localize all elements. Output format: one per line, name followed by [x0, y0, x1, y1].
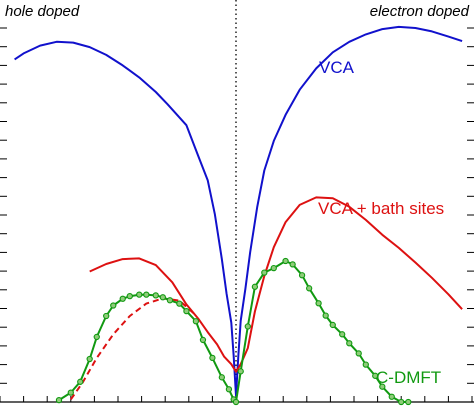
data-point-c-dmft-20 — [225, 386, 233, 393]
data-point-c-dmft-14 — [176, 300, 183, 307]
data-point-c-dmft-28 — [282, 257, 289, 265]
series-line-dashed-extension — [69, 297, 197, 400]
data-point-c-dmft-0 — [55, 396, 63, 404]
data-point-c-dmft-29 — [289, 261, 296, 268]
data-point-c-dmft-3 — [86, 355, 93, 363]
data-point-c-dmft-4 — [93, 333, 100, 341]
data-point-c-dmft-12 — [159, 294, 166, 301]
data-point-c-dmft-35 — [339, 331, 346, 338]
data-point-c-dmft-19 — [218, 374, 225, 381]
data-point-c-dmft-8 — [126, 293, 133, 300]
data-point-c-dmft-36 — [346, 340, 353, 347]
data-point-c-dmft-5 — [103, 312, 110, 320]
data-point-c-dmft-30 — [298, 272, 306, 279]
data-point-c-dmft-38 — [362, 361, 369, 368]
data-point-c-dmft-32 — [315, 300, 322, 307]
data-point-c-dmft-31 — [306, 285, 313, 292]
data-point-c-dmft-7 — [119, 295, 126, 302]
data-point-c-dmft-2 — [77, 378, 84, 385]
data-point-c-dmft-10 — [143, 291, 150, 298]
data-point-c-dmft-11 — [152, 292, 159, 299]
data-point-c-dmft-41 — [388, 393, 395, 400]
data-point-c-dmft-18 — [209, 354, 216, 362]
data-point-c-dmft-33 — [322, 312, 329, 319]
series-line-c-dmft — [58, 260, 409, 403]
data-point-c-dmft-15 — [183, 307, 190, 315]
data-point-c-dmft-13 — [166, 297, 174, 304]
hole-doped-annotation: hole doped — [5, 3, 80, 20]
data-point-c-dmft-27 — [270, 264, 277, 272]
data-point-c-dmft-17 — [199, 336, 207, 344]
data-point-c-dmft-22 — [232, 398, 240, 406]
legend-label-vca-bath: VCA + bath sites — [318, 199, 444, 218]
data-point-c-dmft-9 — [136, 291, 143, 298]
series-layer — [14, 25, 463, 406]
electron-doped-annotation: electron doped — [370, 3, 470, 20]
data-point-c-dmft-43 — [405, 398, 412, 406]
data-point-c-dmft-16 — [192, 318, 200, 325]
data-point-c-dmft-40 — [379, 383, 386, 390]
data-point-c-dmft-1 — [67, 389, 74, 396]
legend-label-vca: VCA — [319, 58, 355, 77]
legend-label-cdmft: C-DMFT — [376, 368, 441, 387]
data-point-c-dmft-6 — [110, 302, 117, 309]
data-point-c-dmft-39 — [372, 372, 379, 379]
data-point-c-dmft-23 — [237, 368, 244, 375]
data-point-c-dmft-34 — [329, 321, 336, 329]
series-line-vca-bath-sites — [89, 196, 463, 373]
data-point-c-dmft-37 — [355, 350, 362, 357]
data-point-c-dmft-24 — [244, 323, 251, 330]
data-point-c-dmft-26 — [261, 269, 268, 276]
data-point-c-dmft-42 — [398, 398, 405, 406]
data-point-c-dmft-25 — [251, 283, 259, 290]
